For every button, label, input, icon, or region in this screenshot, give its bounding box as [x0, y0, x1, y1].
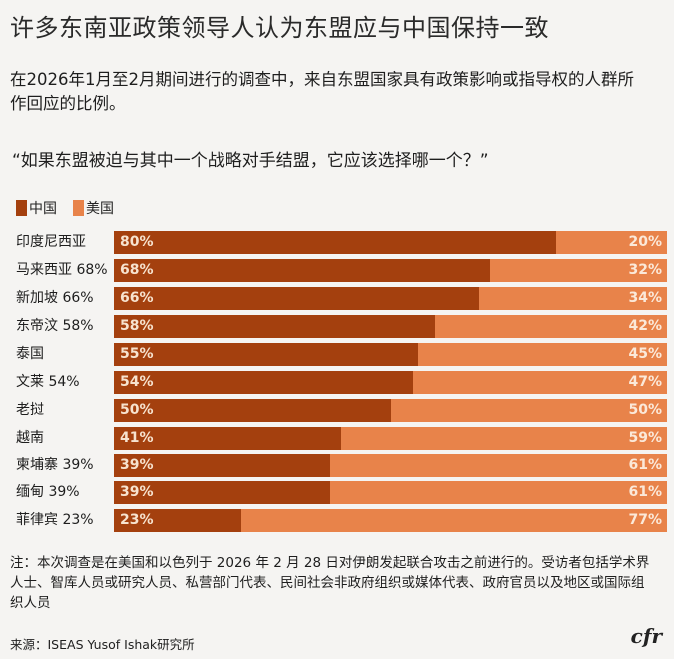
country-label: 柬埔寨 39%: [16, 457, 94, 473]
value-label-china: 58%: [120, 318, 154, 334]
bar-segment-china: 66%: [114, 287, 479, 310]
bar-segment-china: 80%: [114, 231, 557, 254]
bar-segment-china: 39%: [114, 454, 330, 477]
value-label-china: 55%: [120, 346, 154, 362]
value-label-china: 54%: [120, 374, 154, 390]
value-label-us: 34%: [628, 290, 662, 306]
country-label: 新加坡 66%: [16, 290, 94, 306]
chart-row: 文莱 54% 54% 47%: [0, 371, 674, 395]
stacked-bar: 39% 61%: [114, 481, 667, 504]
cfr-logo: cfr: [630, 624, 662, 648]
value-label-china: 39%: [120, 484, 154, 500]
bar-segment-us: 61%: [329, 481, 667, 504]
value-label-china: 23%: [120, 512, 154, 528]
chart-legend: 中国 美国: [16, 198, 130, 218]
value-label-us: 59%: [628, 430, 662, 446]
survey-question: “如果东盟被迫与其中一个战略对手结盟，它应该选择哪一个？”: [12, 151, 489, 171]
country-label: 老挝: [16, 402, 44, 418]
chart-row: 老挝 50% 50%: [0, 399, 674, 423]
bar-segment-us: 61%: [329, 454, 667, 477]
bar-segment-china: 58%: [114, 315, 435, 338]
bar-segment-us: 32%: [490, 259, 667, 282]
country-label: 泰国: [16, 346, 44, 362]
stacked-bar: 68% 32%: [114, 259, 667, 282]
value-label-china: 68%: [120, 262, 154, 278]
chart-row: 印度尼西亚 80% 20%: [0, 231, 674, 255]
country-label: 马来西亚 68%: [16, 262, 108, 278]
value-label-china: 66%: [120, 290, 154, 306]
bar-segment-us: 50%: [390, 399, 667, 422]
value-label-us: 20%: [628, 234, 662, 250]
country-label: 越南: [16, 430, 44, 446]
page-title: 许多东南亚政策领导人认为东盟应与中国保持一致: [10, 14, 549, 42]
value-label-us: 47%: [628, 374, 662, 390]
bar-segment-us: 47%: [412, 371, 667, 394]
bar-segment-us: 45%: [418, 343, 667, 366]
value-label-us: 61%: [628, 457, 662, 473]
stacked-bar: 23% 77%: [114, 509, 667, 532]
value-label-us: 77%: [628, 512, 662, 528]
bar-segment-china: 55%: [114, 343, 419, 366]
bar-segment-us: 34%: [478, 287, 667, 310]
chart-row: 马来西亚 68% 68% 32%: [0, 259, 674, 283]
chart-row: 东帝汶 58% 58% 42%: [0, 315, 674, 339]
bar-segment-china: 39%: [114, 481, 330, 504]
value-label-china: 80%: [120, 234, 154, 250]
stacked-bar: 50% 50%: [114, 399, 667, 422]
value-label-us: 45%: [628, 346, 662, 362]
bar-segment-us: 20%: [556, 231, 667, 254]
chart-row: 柬埔寨 39% 39% 61%: [0, 454, 674, 478]
value-label-china: 39%: [120, 457, 154, 473]
stacked-bar: 41% 59%: [114, 427, 667, 450]
bar-segment-us: 42%: [434, 315, 667, 338]
stacked-bar: 58% 42%: [114, 315, 667, 338]
legend-item-us: 美国: [73, 198, 114, 218]
source-credit: 来源：ISEAS Yusof Ishak研究所: [10, 637, 195, 652]
value-label-us: 32%: [628, 262, 662, 278]
bar-segment-china: 23%: [114, 509, 242, 532]
chart-row: 缅甸 39% 39% 61%: [0, 481, 674, 505]
bar-segment-china: 41%: [114, 427, 341, 450]
value-label-china: 41%: [120, 430, 154, 446]
chart-row: 菲律宾 23% 23% 77%: [0, 509, 674, 533]
country-label: 印度尼西亚: [16, 234, 86, 250]
bar-segment-china: 50%: [114, 399, 391, 422]
bar-segment-us: 77%: [241, 509, 667, 532]
bar-segment-us: 59%: [340, 427, 667, 450]
value-label-china: 50%: [120, 402, 154, 418]
chart-row: 越南 41% 59%: [0, 427, 674, 451]
legend-label-china: 中国: [29, 201, 57, 217]
footnote: 注：本次调查是在美国和以色列于 2026 年 2 月 28 日对伊朗发起联合攻击…: [10, 555, 650, 611]
value-label-us: 50%: [628, 402, 662, 418]
value-label-us: 61%: [628, 484, 662, 500]
stacked-bar: 55% 45%: [114, 343, 667, 366]
bar-segment-china: 68%: [114, 259, 491, 282]
chart-subtitle: 在2026年1月至2月期间进行的调查中，来自东盟国家具有政策影响或指导权的人群所…: [10, 70, 634, 113]
legend-item-china: 中国: [16, 198, 57, 218]
country-label: 缅甸 39%: [16, 484, 80, 500]
value-label-us: 42%: [628, 318, 662, 334]
chart-row: 泰国 55% 45%: [0, 343, 674, 367]
stacked-bar: 54% 47%: [114, 371, 667, 394]
stacked-bar: 80% 20%: [114, 231, 667, 254]
country-label: 菲律宾 23%: [16, 512, 94, 528]
country-label: 文莱 54%: [16, 374, 80, 390]
bar-segment-china: 54%: [114, 371, 413, 394]
legend-swatch-us: [73, 200, 84, 216]
stacked-bar: 39% 61%: [114, 454, 667, 477]
legend-swatch-china: [16, 200, 27, 216]
stacked-bar: 66% 34%: [114, 287, 667, 310]
country-label: 东帝汶 58%: [16, 318, 94, 334]
chart-row: 新加坡 66% 66% 34%: [0, 287, 674, 311]
legend-label-us: 美国: [86, 201, 114, 217]
